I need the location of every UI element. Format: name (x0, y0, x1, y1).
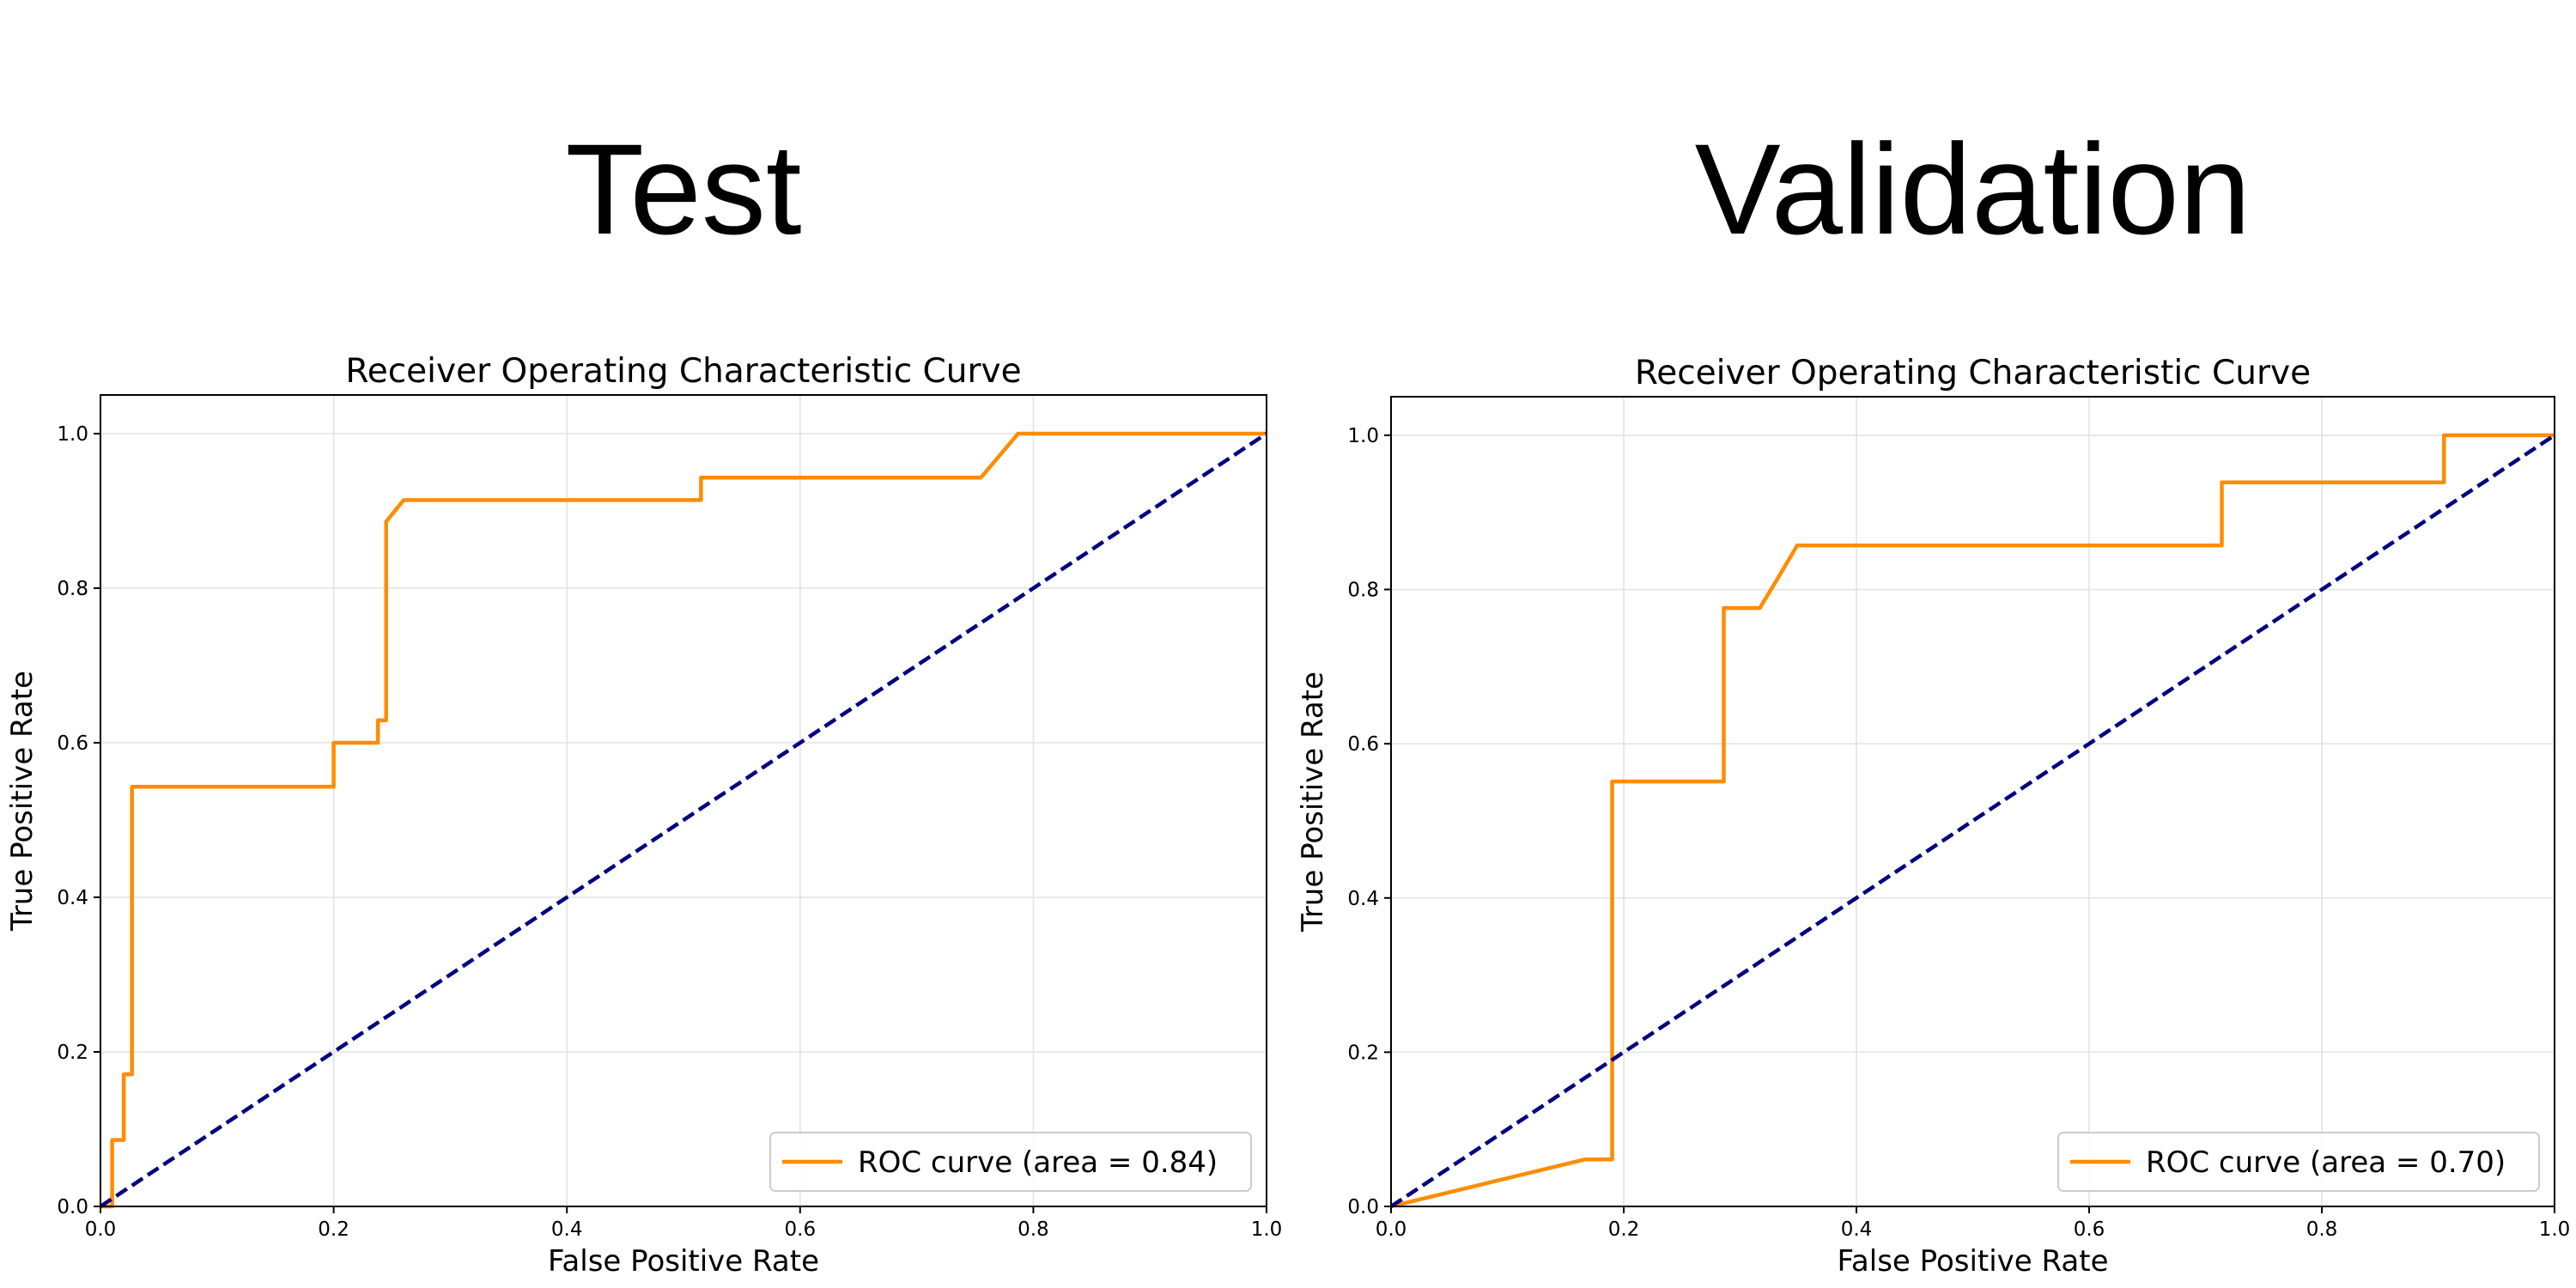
panel2-y-tick-label-4: 0.8 (1347, 580, 1379, 602)
panel2-legend-box (2057, 1132, 2540, 1192)
panel1-legend-box (769, 1132, 1252, 1192)
panel1-y-tick-label-0: 0.0 (57, 1196, 88, 1218)
panel1-axes-frame (100, 394, 1267, 1207)
panel1-chance-line (99, 432, 1268, 1208)
panel1-y-tick-label-4: 0.8 (57, 578, 88, 600)
panel1-chart-title: Receiver Operating Characteristic Curve (345, 352, 1021, 391)
panel2-y-tick-label-2: 0.4 (1347, 888, 1379, 910)
panel1-x-tick-label-0: 0.0 (85, 1218, 117, 1241)
panel2-x-tick-label-2: 0.4 (1841, 1218, 1873, 1241)
panel2-chance-line (1389, 434, 2556, 1208)
panel2-x-tick-label-0: 0.0 (1376, 1218, 1407, 1241)
panel2-y-tick-label-1: 0.2 (1347, 1042, 1379, 1064)
panel2-chart-title: Receiver Operating Characteristic Curve (1635, 354, 2311, 392)
panel1-legend-label: ROC curve (area = 0.84) (858, 1145, 1218, 1180)
panel1-y-tick-label-3: 0.6 (57, 732, 88, 755)
panel1-x-tick-label-2: 0.4 (551, 1218, 583, 1241)
panel2-y-tick-label-5: 1.0 (1347, 425, 1379, 447)
panel2-y-tick-label-0: 0.0 (1347, 1196, 1379, 1218)
panel1-y-axis-label: True Positive Rate (5, 671, 39, 932)
panel1-y-tick-label-5: 1.0 (57, 423, 88, 446)
test-heading: Test (565, 117, 802, 261)
panel2-x-axis-label: False Positive Rate (1838, 1244, 2109, 1279)
panel1-x-axis-label: False Positive Rate (548, 1244, 819, 1279)
panel2-y-axis-label: True Positive Rate (1296, 671, 1330, 933)
panel1-y-tick-label-1: 0.2 (57, 1042, 88, 1064)
panel1-x-tick-label-4: 0.8 (1018, 1218, 1049, 1241)
panel2-roc-curve (1390, 433, 2555, 1209)
panel2-legend-label: ROC curve (area = 0.70) (2146, 1145, 2506, 1180)
panel1-y-tick-label-2: 0.4 (57, 887, 88, 909)
panel1-roc-curve (100, 431, 1267, 1209)
panel1-x-tick-label-1: 0.2 (318, 1218, 349, 1241)
validation-heading: Validation (1694, 117, 2251, 261)
panel2-axes-frame (1390, 396, 2555, 1207)
panel2-x-tick-label-3: 0.6 (2074, 1218, 2105, 1241)
panel2-x-tick-label-4: 0.8 (2306, 1218, 2338, 1241)
panel2-x-tick-label-5: 1.0 (2539, 1218, 2571, 1241)
panel2-y-tick-label-3: 0.6 (1347, 733, 1379, 756)
panel1-x-tick-label-5: 1.0 (1251, 1218, 1283, 1241)
panel2-x-tick-label-1: 0.2 (1608, 1218, 1640, 1241)
panel1-x-tick-label-3: 0.6 (785, 1218, 817, 1241)
